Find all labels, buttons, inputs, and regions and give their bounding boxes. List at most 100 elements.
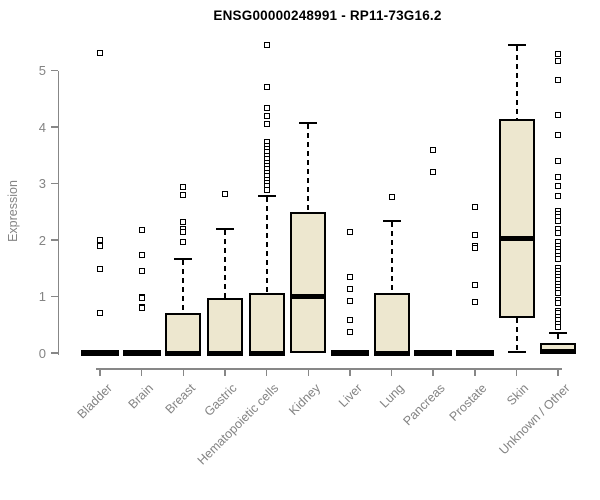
y-tick	[51, 126, 58, 128]
outlier-point	[555, 193, 562, 200]
outlier-point	[471, 245, 478, 252]
category-label-liver: Liver	[335, 381, 365, 411]
category-label-breast: Breast	[162, 381, 199, 417]
outlier-point	[138, 305, 145, 312]
whisker-cap-gastric	[215, 227, 234, 230]
category-label-bladder: Bladder	[74, 381, 115, 422]
whisker-cap-breast	[174, 257, 193, 260]
outlier-point	[555, 111, 562, 118]
outlier-point	[263, 42, 270, 49]
y-tick-label: 4	[38, 119, 46, 135]
outlier-point	[430, 147, 437, 154]
box-bladder	[81, 350, 119, 356]
outlier-point	[263, 120, 270, 127]
outlier-point	[430, 169, 437, 176]
outlier-point	[138, 295, 145, 302]
box-lung	[373, 293, 410, 353]
outlier-point	[97, 237, 103, 243]
box-pancreas	[414, 350, 453, 356]
box-gastric	[206, 298, 243, 353]
outlier-point	[263, 84, 270, 91]
y-tick-label: 1	[38, 289, 46, 304]
outlier-point	[555, 324, 562, 330]
box-liver	[330, 350, 369, 356]
x-tick	[349, 369, 351, 376]
category-label-prostate: Prostate	[446, 381, 490, 424]
category-label-brain: Brain	[126, 381, 157, 412]
x-tick	[224, 369, 226, 376]
median-gastric	[206, 350, 243, 356]
category-label-lung: Lung	[376, 381, 407, 411]
x-tick	[140, 369, 143, 376]
median-unknown-other	[540, 348, 577, 354]
outlier-point	[97, 242, 103, 249]
outlier-point	[471, 204, 478, 211]
outlier-point	[555, 183, 562, 190]
y-tick-label: 5	[38, 63, 46, 78]
whisker-cap-hematopoietic-cells	[257, 194, 276, 197]
outlier-point	[555, 300, 562, 307]
category-label-gastric: Gastric	[201, 381, 240, 419]
x-tick	[515, 369, 518, 376]
y-axis-label: Expression	[6, 180, 20, 242]
outlier-point	[263, 105, 270, 112]
whisker-kidney	[307, 124, 310, 212]
whisker-cap-skin	[507, 44, 526, 47]
outlier-point	[180, 239, 187, 246]
category-label-kidney: Kidney	[286, 381, 324, 418]
box-kidney	[290, 211, 327, 353]
whisker-low-skin	[515, 317, 518, 351]
outlier-point	[555, 290, 562, 297]
box-breast	[165, 313, 202, 353]
outlier-point	[555, 230, 562, 237]
outlier-point	[555, 76, 562, 83]
median-skin	[498, 235, 535, 241]
y-tick	[51, 182, 58, 185]
outlier-point	[346, 329, 353, 336]
y-tick	[51, 69, 58, 72]
outlier-point	[138, 227, 145, 234]
outlier-point	[346, 273, 353, 280]
x-tick	[182, 369, 185, 376]
outlier-point	[138, 252, 145, 259]
box-brain	[122, 350, 161, 356]
category-label-hematopoietic-cells: Hematopoietic cells	[194, 381, 282, 468]
outlier-point	[138, 267, 145, 274]
outlier-point	[263, 112, 270, 119]
y-tick	[51, 295, 58, 298]
box-prostate	[455, 350, 494, 356]
y-tick-label: 0	[38, 345, 46, 361]
x-tick	[557, 369, 559, 376]
outlier-point	[97, 310, 103, 317]
outlier-point	[221, 191, 228, 198]
y-tick	[51, 239, 58, 241]
whisker-cap-kidney	[299, 122, 318, 125]
x-axis-line	[96, 368, 563, 370]
whisker-gastric	[223, 229, 226, 299]
y-axis-line	[57, 70, 59, 355]
outlier-point	[555, 58, 562, 65]
outlier-point	[555, 173, 562, 180]
x-tick	[432, 369, 434, 376]
whisker-lung	[390, 222, 393, 294]
x-tick	[265, 369, 268, 376]
category-label-pancreas: Pancreas	[400, 381, 449, 429]
whisker-hematopoietic-cells	[265, 196, 268, 293]
outlier-point	[180, 192, 187, 199]
x-tick	[474, 369, 476, 376]
outlier-point	[180, 183, 187, 190]
box-hematopoietic-cells	[248, 292, 285, 353]
outlier-point	[180, 229, 187, 236]
median-breast	[165, 350, 202, 356]
outlier-point	[263, 187, 270, 194]
median-kidney	[290, 294, 327, 299]
outlier-point	[555, 50, 562, 57]
whisker-cap-lung	[382, 220, 401, 223]
median-hematopoietic-cells	[248, 350, 285, 356]
whisker-breast	[182, 259, 185, 314]
outlier-point	[471, 232, 478, 239]
outlier-point	[97, 49, 103, 56]
outlier-point	[555, 256, 562, 263]
whisker-cap-unknown-other	[549, 332, 568, 335]
